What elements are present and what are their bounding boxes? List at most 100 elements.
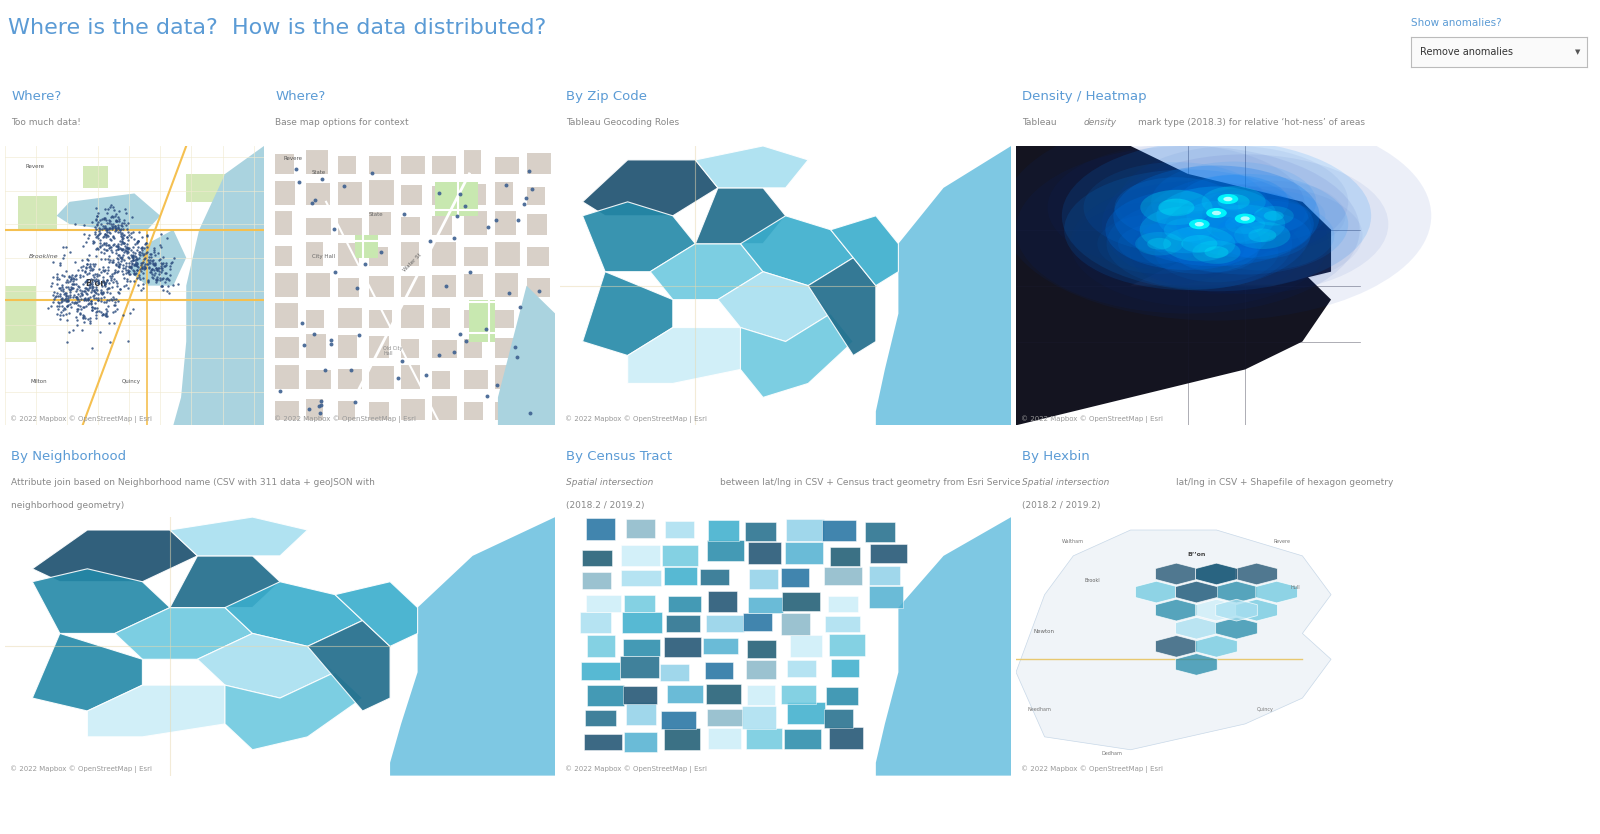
Point xyxy=(133,261,158,274)
Bar xyxy=(338,244,358,266)
Point xyxy=(78,294,104,308)
Bar xyxy=(400,275,427,297)
Point xyxy=(94,286,120,299)
Point xyxy=(88,217,114,230)
Point xyxy=(115,265,141,279)
Point xyxy=(136,255,162,269)
Point xyxy=(134,274,160,287)
Point xyxy=(99,269,125,283)
Point xyxy=(158,256,184,269)
Point xyxy=(152,259,178,273)
Point xyxy=(130,249,155,262)
Polygon shape xyxy=(627,328,741,384)
Point xyxy=(107,234,133,248)
Point xyxy=(152,257,178,270)
Point xyxy=(107,223,133,236)
Point xyxy=(141,256,166,269)
Point xyxy=(74,294,99,307)
Point xyxy=(106,258,131,271)
Point xyxy=(141,243,166,256)
Bar xyxy=(275,153,294,174)
Point xyxy=(85,288,110,301)
Point xyxy=(45,308,70,321)
Polygon shape xyxy=(226,582,363,646)
Point xyxy=(53,294,78,308)
Point xyxy=(46,273,72,286)
Point xyxy=(96,239,122,252)
Circle shape xyxy=(1240,216,1250,221)
Point xyxy=(72,276,98,289)
Point xyxy=(114,206,139,219)
Point xyxy=(90,308,115,321)
Point xyxy=(54,294,80,308)
Point xyxy=(72,293,98,306)
Point xyxy=(58,285,83,299)
Point xyxy=(130,272,155,285)
Point xyxy=(102,264,128,277)
Point xyxy=(133,237,158,250)
Point xyxy=(88,237,114,250)
Point xyxy=(118,230,144,244)
Point xyxy=(78,273,104,286)
Point xyxy=(109,235,134,249)
Point xyxy=(128,262,154,275)
Point xyxy=(75,293,101,306)
Bar xyxy=(746,522,776,540)
Point xyxy=(56,294,82,308)
Bar xyxy=(824,709,853,727)
Point xyxy=(77,311,102,324)
Point xyxy=(101,253,126,266)
Point xyxy=(80,269,106,282)
Text: Hull: Hull xyxy=(1291,585,1301,590)
Point xyxy=(53,307,78,320)
Point xyxy=(61,278,86,291)
Point xyxy=(82,235,107,249)
Point xyxy=(66,264,91,277)
Point xyxy=(138,250,163,264)
Point xyxy=(150,271,176,284)
Bar xyxy=(306,242,323,266)
Point xyxy=(45,267,70,280)
Bar xyxy=(464,339,482,359)
Polygon shape xyxy=(1176,617,1218,639)
Polygon shape xyxy=(582,160,718,216)
Point xyxy=(144,264,170,277)
Point xyxy=(126,247,152,260)
Bar xyxy=(494,182,514,204)
Point xyxy=(54,298,80,311)
Point xyxy=(77,314,102,328)
Point xyxy=(106,243,131,256)
Point xyxy=(82,220,107,234)
Bar xyxy=(664,728,701,750)
Point xyxy=(114,279,139,292)
Point xyxy=(110,219,136,233)
Point xyxy=(139,272,165,285)
Point xyxy=(74,288,99,301)
Bar xyxy=(526,153,552,174)
Point xyxy=(93,278,118,291)
Point xyxy=(78,281,104,294)
Point xyxy=(106,264,131,278)
Point xyxy=(45,295,70,309)
Point xyxy=(67,307,93,320)
Bar xyxy=(701,570,730,585)
Point xyxy=(40,295,66,309)
Point xyxy=(99,267,125,280)
Point xyxy=(54,273,80,286)
Point xyxy=(131,253,157,266)
Point xyxy=(83,297,109,310)
Point xyxy=(442,232,467,245)
Point xyxy=(130,242,155,255)
Point xyxy=(149,227,174,240)
Point xyxy=(38,279,64,293)
Point xyxy=(85,283,110,296)
Point xyxy=(107,283,133,296)
Circle shape xyxy=(1064,169,1312,290)
Bar xyxy=(781,685,816,704)
Point xyxy=(70,311,96,324)
Point xyxy=(107,219,133,232)
Point xyxy=(94,238,120,251)
Point xyxy=(109,252,134,265)
Point xyxy=(88,284,114,297)
Bar xyxy=(306,333,326,359)
